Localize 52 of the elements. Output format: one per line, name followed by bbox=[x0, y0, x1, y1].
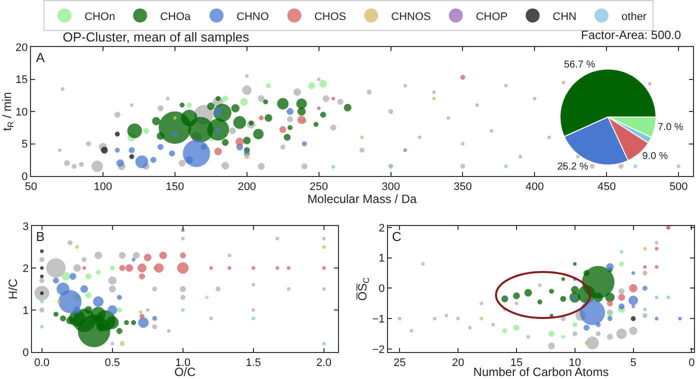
annotation: A bbox=[36, 50, 45, 65]
x-tick-label: 1.5 bbox=[246, 357, 262, 370]
x-tick-label: 2.0 bbox=[316, 357, 332, 370]
x-tick-label: 200 bbox=[238, 181, 256, 194]
x-tick-label: 0 bbox=[688, 357, 695, 370]
legend-label: CHN bbox=[552, 10, 577, 23]
x-tick-label: 400 bbox=[526, 181, 544, 194]
data-label: 56.7 % bbox=[564, 59, 596, 70]
y-tick-label: 1 bbox=[22, 304, 29, 317]
x-tick-label: 5 bbox=[630, 357, 636, 370]
x-tick-label: 20 bbox=[452, 357, 464, 370]
x-tick-label: 25 bbox=[394, 357, 406, 370]
y-tick-label: 2 bbox=[378, 222, 385, 234]
y-tick-label: 2 bbox=[22, 262, 29, 275]
x-axis-title: O/C bbox=[174, 365, 196, 379]
x-tick-label: 0.0 bbox=[34, 357, 50, 370]
x-tick-label: 0.5 bbox=[104, 357, 120, 370]
legend-label: other bbox=[622, 10, 647, 23]
annotation: B bbox=[36, 229, 45, 244]
x-tick-label: 450 bbox=[597, 181, 616, 194]
x-tick-label: 500 bbox=[669, 181, 688, 194]
y-tick-label: 15 bbox=[16, 74, 28, 86]
y-tick-label: 10 bbox=[16, 106, 28, 118]
legend-label: CHNOS bbox=[391, 10, 431, 23]
data-label: 25.2 % bbox=[557, 161, 588, 172]
x-tick-label: 50 bbox=[24, 181, 38, 194]
y-tick-label: 0 bbox=[22, 346, 29, 359]
x-tick-label: 300 bbox=[382, 181, 400, 194]
data-label: 9.0 % bbox=[642, 150, 668, 162]
legend-label: CHOa bbox=[160, 10, 192, 23]
x-tick-label: 250 bbox=[310, 181, 328, 194]
legend-label: CHOS bbox=[314, 10, 346, 23]
x-tick-label: 150 bbox=[166, 181, 184, 194]
text: Factor-Area: 500.0 bbox=[581, 28, 682, 42]
y-tick-label: 1 bbox=[378, 252, 385, 265]
y-axis-title: H/C bbox=[6, 278, 20, 300]
legend-label: CHOn bbox=[84, 10, 116, 23]
y-tick-label: −2 bbox=[372, 344, 385, 356]
y-tick-label: 20 bbox=[16, 42, 28, 54]
y-tick-label: 5 bbox=[22, 138, 28, 151]
x-tick-label: 350 bbox=[454, 181, 472, 194]
chart-title: OP-Cluster, mean of all samples bbox=[62, 30, 250, 45]
y-tick-label: 0 bbox=[378, 283, 385, 296]
y-tick-label: 3 bbox=[22, 220, 29, 233]
x-tick-label: 100 bbox=[94, 181, 112, 194]
y-tick-label: −1 bbox=[372, 313, 385, 326]
annotation: C bbox=[392, 229, 402, 244]
y-tick-label: 0 bbox=[22, 170, 28, 183]
legend-label: CHOP bbox=[476, 10, 508, 23]
x-axis-title: Molecular Mass / Da bbox=[307, 192, 418, 206]
legend-label: CHNO bbox=[236, 10, 270, 23]
data-label: 7.0 % bbox=[658, 122, 684, 134]
